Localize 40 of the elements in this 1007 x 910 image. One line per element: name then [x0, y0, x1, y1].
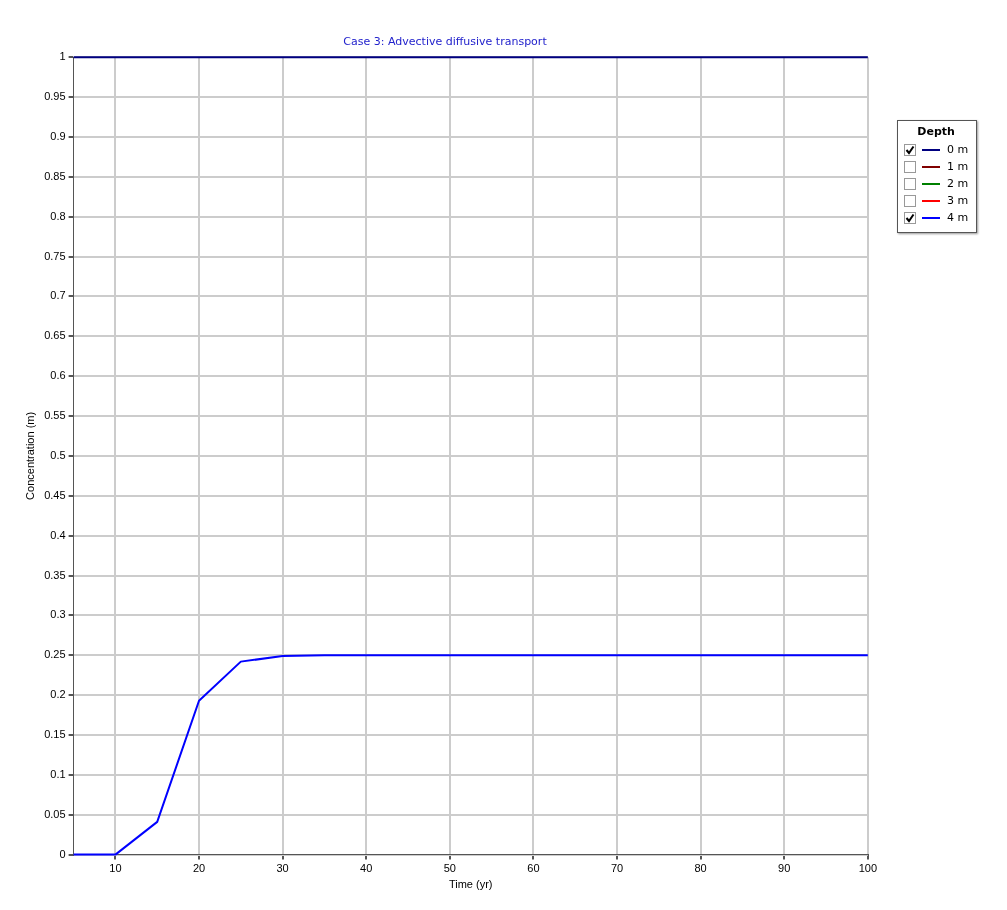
x-tick-label: 10: [109, 862, 122, 875]
y-tick-label: 0.35: [44, 568, 66, 581]
y-tick-label: 0.6: [50, 369, 66, 382]
y-tick-label: 0.85: [44, 169, 66, 182]
legend-label: 0 m: [947, 143, 969, 156]
legend-label: 3 m: [947, 194, 969, 207]
y-tick-label: 0.15: [44, 728, 66, 741]
x-tick-label: 80: [694, 862, 707, 875]
y-tick-label: 0.45: [44, 488, 66, 501]
x-tick-label: 40: [360, 862, 373, 875]
y-tick-label: 0.7: [50, 289, 66, 302]
y-tick-label: 0.4: [50, 528, 66, 541]
x-tick-label: 30: [276, 862, 289, 875]
legend-label: 2 m: [947, 177, 969, 190]
x-axis-title: Time (yr): [448, 878, 493, 891]
legend-label: 4 m: [947, 211, 969, 224]
y-tick-label: 0.3: [50, 608, 66, 621]
x-tick-label: 50: [443, 862, 456, 875]
y-axis-title: Concentration (m): [23, 411, 36, 500]
y-tick-label: 0.65: [44, 329, 66, 342]
x-tick-label: 100: [858, 862, 877, 875]
chart-title: Case 3: Advective diffusive transport: [343, 35, 548, 49]
x-tick-label: 20: [192, 862, 206, 875]
y-tick-label: 0.75: [44, 249, 66, 262]
x-tick-label: 60: [527, 862, 540, 875]
x-tick-label: 90: [778, 862, 791, 875]
y-tick-label: 1: [59, 50, 66, 63]
legend-label: 1 m: [947, 160, 969, 173]
y-tick-label: 0.55: [44, 409, 66, 422]
x-tick-label: 70: [610, 862, 624, 875]
y-tick-label: 0.95: [44, 90, 66, 103]
y-tick-label: 0.9: [50, 129, 66, 142]
y-tick-label: 0.8: [50, 209, 66, 222]
y-tick-label: 0.25: [44, 648, 66, 661]
y-tick-label: 0.5: [50, 448, 66, 461]
legend-title: Depth: [916, 125, 956, 138]
y-tick-label: 0.05: [44, 807, 66, 820]
y-tick-label: 0.1: [50, 767, 66, 780]
y-tick-label: 0.2: [50, 688, 66, 701]
y-tick-label: 0: [59, 847, 66, 860]
